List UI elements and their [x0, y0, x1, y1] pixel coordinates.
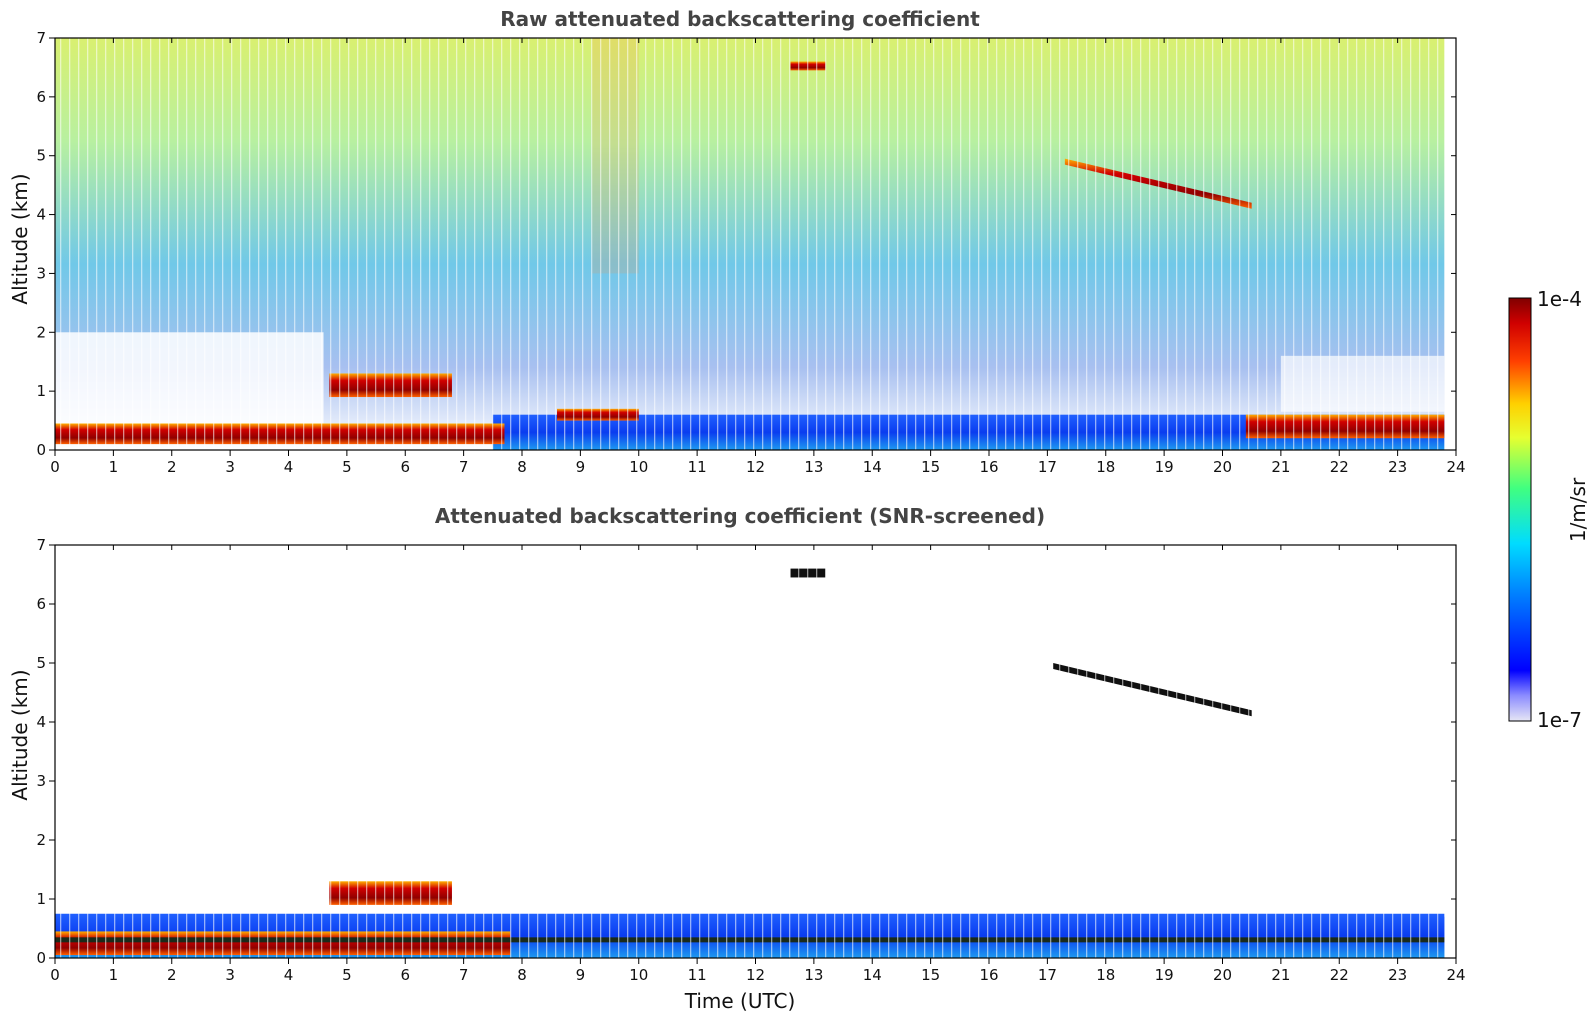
x-tick-label: 7 — [459, 458, 469, 476]
x-tick-label: 11 — [688, 458, 707, 476]
raw-panel-title: Raw attenuated backscattering coefficien… — [500, 7, 980, 31]
screened-y-axis-label: Altitude (km) — [8, 669, 32, 800]
x-tick-label: 3 — [225, 458, 235, 476]
y-tick-label: 4 — [36, 206, 46, 224]
x-tick-label: 20 — [1213, 966, 1232, 984]
y-tick-label: 5 — [36, 654, 46, 672]
x-tick-label: 12 — [746, 966, 765, 984]
x-tick-label: 4 — [284, 966, 294, 984]
y-tick-label: 2 — [36, 831, 46, 849]
x-tick-label: 0 — [50, 966, 60, 984]
x-tick-label: 14 — [863, 966, 882, 984]
x-tick-label: 19 — [1155, 966, 1174, 984]
x-tick-label: 17 — [1038, 458, 1057, 476]
x-tick-label: 12 — [746, 458, 765, 476]
x-tick-label: 8 — [517, 458, 527, 476]
x-tick-label: 22 — [1330, 966, 1349, 984]
x-tick-label: 21 — [1271, 966, 1290, 984]
colorbar-gradient — [1508, 297, 1532, 722]
x-tick-label: 3 — [225, 966, 235, 984]
colorbar: 1e-4 1e-7 1/m/sr — [1508, 287, 1590, 732]
x-tick-label: 1 — [109, 966, 119, 984]
screened-panel-title: Attenuated backscattering coefficient (S… — [435, 504, 1045, 528]
x-tick-label: 19 — [1155, 458, 1174, 476]
y-tick-label: 6 — [36, 595, 46, 613]
y-tick-label: 1 — [36, 890, 46, 908]
x-tick-label: 15 — [921, 966, 940, 984]
x-tick-label: 18 — [1096, 966, 1115, 984]
x-tick-label: 1 — [109, 458, 119, 476]
x-tick-label: 2 — [167, 458, 177, 476]
raw-backscatter-panel: Raw attenuated backscattering coefficien… — [8, 7, 1466, 476]
x-tick-label: 6 — [400, 966, 410, 984]
x-tick-label: 13 — [804, 966, 823, 984]
x-tick-label: 10 — [629, 966, 648, 984]
x-tick-label: 22 — [1330, 458, 1349, 476]
x-tick-label: 11 — [688, 966, 707, 984]
x-tick-label: 9 — [576, 458, 586, 476]
x-axis-label: Time (UTC) — [684, 989, 796, 1013]
x-tick-label: 18 — [1096, 458, 1115, 476]
x-tick-label: 5 — [342, 966, 352, 984]
y-tick-label: 4 — [36, 713, 46, 731]
x-tick-label: 9 — [576, 966, 586, 984]
y-tick-label: 3 — [36, 264, 46, 282]
x-tick-label: 16 — [979, 458, 998, 476]
raw-y-axis-label: Altitude (km) — [8, 173, 32, 304]
y-tick-label: 5 — [36, 147, 46, 165]
raw-axes: 0 1 2 3 4 5 6 7 8 9 10 11 12 13 14 15 16 17 18 19 20 21 22 23 24… — [36, 29, 1465, 476]
colorbar-max-label: 1e-4 — [1537, 287, 1582, 311]
no-data-region — [1444, 38, 1456, 450]
x-tick-label: 5 — [342, 458, 352, 476]
x-tick-label: 24 — [1446, 966, 1465, 984]
y-tick-label: 6 — [36, 88, 46, 106]
x-tick-label: 16 — [979, 966, 998, 984]
x-tick-label: 14 — [863, 458, 882, 476]
colorbar-min-label: 1e-7 — [1537, 708, 1582, 732]
missing-profile-stripes — [55, 38, 1445, 450]
x-tick-label: 8 — [517, 966, 527, 984]
x-tick-label: 23 — [1388, 458, 1407, 476]
x-tick-label: 0 — [50, 458, 60, 476]
y-tick-label: 2 — [36, 323, 46, 341]
x-tick-label: 4 — [284, 458, 294, 476]
raw-heatmap-features — [55, 38, 1445, 450]
x-tick-label: 13 — [804, 458, 823, 476]
y-tick-label: 0 — [36, 949, 46, 967]
y-tick-label: 3 — [36, 772, 46, 790]
y-tick-label: 1 — [36, 382, 46, 400]
x-tick-label: 10 — [629, 458, 648, 476]
y-tick-label: 0 — [36, 441, 46, 459]
screened-backscatter-panel: Attenuated backscattering coefficient (S… — [8, 504, 1466, 1013]
x-tick-label: 2 — [167, 966, 177, 984]
x-tick-label: 17 — [1038, 966, 1057, 984]
screened-heatmap-features — [55, 545, 1445, 958]
x-tick-label: 24 — [1446, 458, 1465, 476]
x-tick-label: 23 — [1388, 966, 1407, 984]
x-tick-label: 20 — [1213, 458, 1232, 476]
missing-profile-stripes — [55, 545, 1445, 958]
y-tick-label: 7 — [36, 536, 46, 554]
x-tick-label: 7 — [459, 966, 469, 984]
screened-axes: 0 1 2 3 4 5 6 7 8 9 10 11 12 13 14 15 16 17 18 19 20 21 22 23 24… — [36, 536, 1465, 984]
y-tick-label: 7 — [36, 29, 46, 47]
colorbar-unit-label: 1/m/sr — [1566, 477, 1590, 542]
x-tick-label: 6 — [400, 458, 410, 476]
x-tick-label: 15 — [921, 458, 940, 476]
x-tick-label: 21 — [1271, 458, 1290, 476]
